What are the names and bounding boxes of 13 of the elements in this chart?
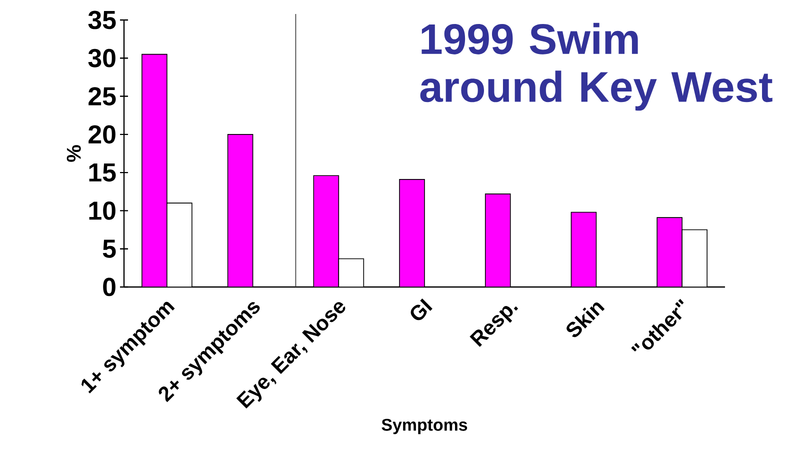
- x-tick-label: Skin: [566, 302, 605, 338]
- y-tick-label: 0: [103, 278, 116, 296]
- y-tick-label: 5: [102, 240, 116, 258]
- y-tick-label: 25: [88, 87, 116, 106]
- text: 1999 Swim around Key West: [420, 22, 772, 111]
- y-tick-label: 20: [88, 125, 116, 144]
- y-axis-title: %: [66, 145, 81, 162]
- y-tick-label: 15: [89, 164, 116, 182]
- y-tick-label: 30: [88, 48, 116, 68]
- y-tick-label: 10: [89, 202, 116, 220]
- y-tick-label: 35: [88, 10, 116, 30]
- x-axis-title: Symptoms: [382, 418, 468, 434]
- x-tick-label: GI: [410, 298, 432, 320]
